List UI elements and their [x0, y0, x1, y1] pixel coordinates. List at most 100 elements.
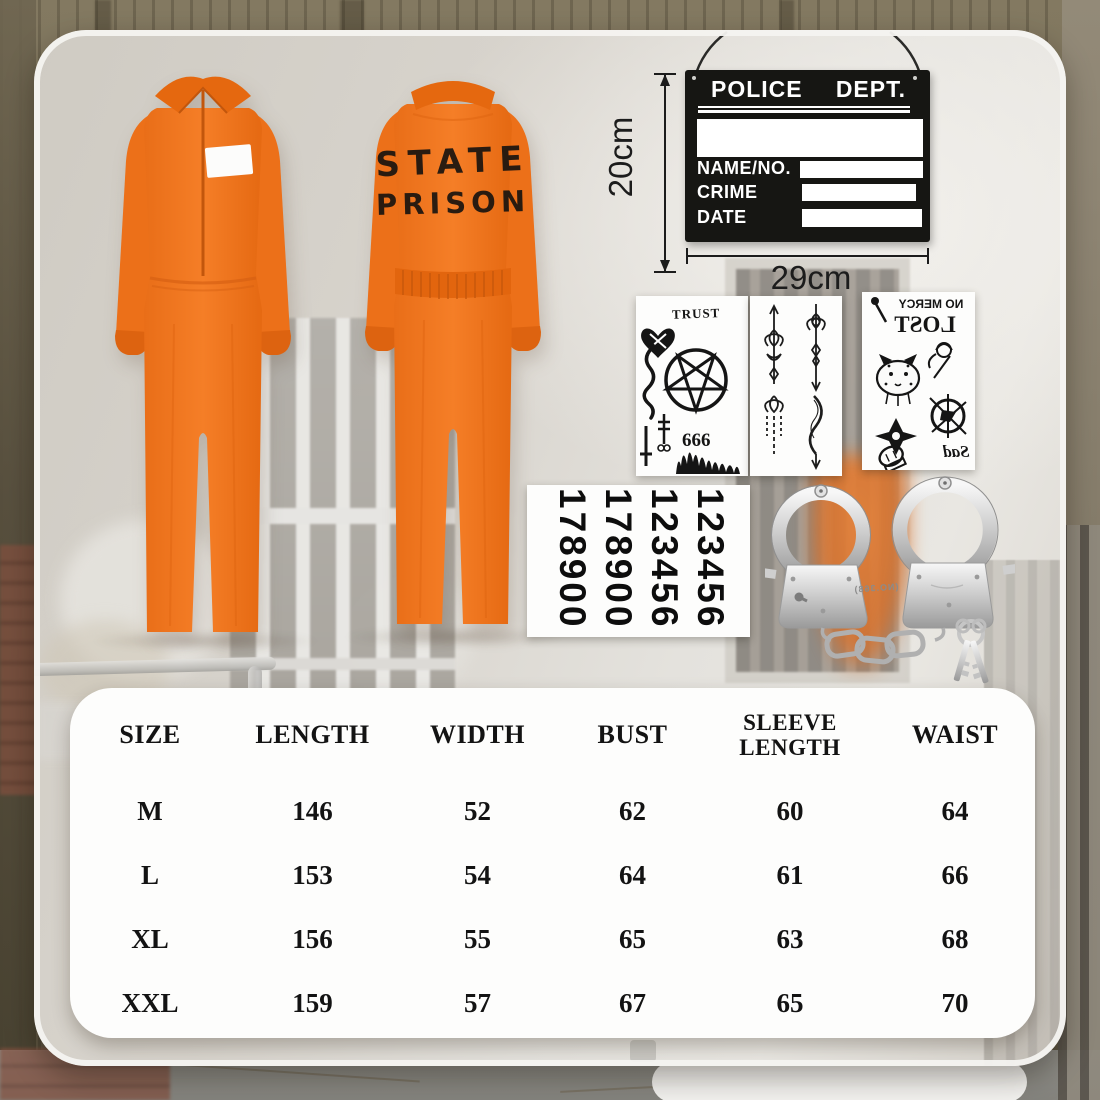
handcuffs-graphic [762, 476, 1017, 684]
sign-title-right: DEPT. [835, 76, 906, 102]
handcuffs: (NO.368) [762, 465, 1017, 693]
sign-label-crime: CRIME [697, 182, 758, 202]
jumpsuit-back-graphic [365, 81, 541, 624]
leopard-icon [875, 354, 921, 406]
leviathan-cross-icon [657, 414, 671, 452]
width-dimension-label: 29cm [770, 259, 852, 296]
size-xxl: XXL [121, 987, 179, 1018]
shadow [342, 626, 566, 648]
length-xxl: 159 [292, 987, 333, 1018]
lotus-dangle-icon [764, 395, 784, 454]
pentagram-icon [662, 348, 729, 415]
tattoo-sheet-gothic: TRUST 666 [636, 296, 748, 476]
sign-title: POLICE DEPT. [685, 76, 930, 103]
handcuff-right [891, 476, 1017, 629]
sign-date-field [802, 209, 922, 227]
brick-patch [0, 545, 36, 795]
bust-l: 64 [619, 859, 646, 890]
tattoo-word-no-mercy: NO MERCY [898, 297, 964, 311]
snake-icon [642, 343, 656, 420]
tattoo-sheet-1-art [640, 328, 740, 474]
sleeve-xxl: 65 [776, 987, 804, 1018]
flames-icon [676, 452, 740, 474]
number-sticker-rows: 123456 123456 178900 178900 [547, 485, 733, 637]
col-header-width: WIDTH [430, 719, 525, 749]
size-m: M [137, 795, 163, 826]
tattoo-sheet-ornaments [750, 296, 842, 476]
jumpsuit-back-view: STATE PRISON [322, 62, 584, 634]
height-dimension-arrow [654, 73, 676, 273]
size-xl: XL [131, 923, 169, 954]
sign-divider [698, 106, 910, 108]
background-object [630, 1040, 656, 1062]
name-patch [204, 144, 254, 178]
sleeve-m: 60 [776, 795, 804, 826]
handcuff-chain [820, 627, 946, 665]
size-table: SIZE LENGTH WIDTH BUST SLEEVE LENGTH WAI… [70, 688, 1035, 1038]
length-l: 153 [292, 859, 333, 890]
col-header-waist: WAIST [911, 719, 999, 749]
flame-swirl-icon [808, 395, 823, 471]
tattoo-sheet-3-art [871, 297, 967, 474]
torch-icon [871, 297, 888, 323]
number-sticker-sheet: 123456 123456 178900 178900 [527, 485, 750, 637]
tattoo-word-lost: LOST [894, 312, 956, 337]
width-xl: 55 [464, 923, 491, 954]
sign-hole [913, 76, 917, 80]
width-m: 52 [464, 795, 491, 826]
waist-xxl: 70 [941, 987, 969, 1018]
col-header-size: SIZE [119, 719, 181, 749]
bust-m: 62 [619, 795, 646, 826]
sign-label-date: DATE [697, 207, 747, 227]
length-xl: 156 [292, 923, 333, 954]
content-panel: STATE PRISON 20cm POLICE DEPT. [34, 30, 1066, 1066]
back-print-line2: PRISON [375, 183, 531, 223]
height-dimension-label: 20cm [602, 116, 639, 198]
jumpsuit-front-graphic [115, 76, 291, 632]
keys-icon [953, 618, 989, 684]
police-dept-sign: POLICE DEPT. NAME/NO. CRIME DATE [685, 70, 930, 242]
col-header-length: LENGTH [255, 719, 370, 749]
sign-name-field [800, 161, 923, 178]
width-xxl: 57 [464, 987, 491, 1018]
col-header-bust: BUST [597, 719, 668, 749]
tattoo-word-trust: TRUST [671, 305, 721, 322]
compass-crack-icon [929, 394, 967, 438]
waist-m: 64 [941, 795, 969, 826]
number-row: 123456 [690, 488, 731, 630]
tattoo-sheet-2-art [764, 303, 826, 471]
background-object [652, 1062, 1027, 1100]
elastic-waistband [395, 268, 511, 298]
width-dimension-arrow [686, 248, 929, 264]
sign-crime-field [802, 184, 916, 201]
sign-title-left: POLICE [711, 76, 803, 102]
sleeve-l: 61 [776, 859, 804, 890]
length-m: 146 [292, 795, 333, 826]
number-row: 123456 [644, 488, 685, 630]
handcuff-left [762, 484, 871, 629]
tattoo-sheet-mirrored: NO MERCY LOST Sad [862, 292, 975, 474]
shadow [90, 630, 320, 652]
inverted-cross-icon [640, 426, 652, 466]
sign-divider [698, 110, 910, 113]
jumpsuit-front-view [72, 66, 334, 641]
tattoo-word-sad: Sad [942, 442, 969, 461]
bust-xl: 65 [619, 923, 646, 954]
waist-l: 66 [941, 859, 969, 890]
lotus-arrow-icon [764, 303, 784, 384]
size-l: L [140, 859, 159, 890]
width-l: 54 [464, 859, 491, 890]
tattoo-number-666: 666 [682, 430, 711, 451]
sign-blank-field [697, 119, 923, 157]
waist-xl: 68 [941, 923, 969, 954]
number-row: 178900 [598, 488, 639, 630]
lotus-ornament-icon [806, 304, 826, 393]
rose-icon [927, 342, 953, 379]
bust-xxl: 67 [619, 987, 646, 1018]
col-header-sleeve-length: SLEEVE LENGTH [739, 709, 841, 760]
number-row: 178900 [552, 488, 593, 630]
boxing-glove-icon [878, 445, 908, 474]
sleeve-xl: 63 [776, 923, 804, 954]
sign-label-name: NAME/NO. [697, 158, 791, 178]
